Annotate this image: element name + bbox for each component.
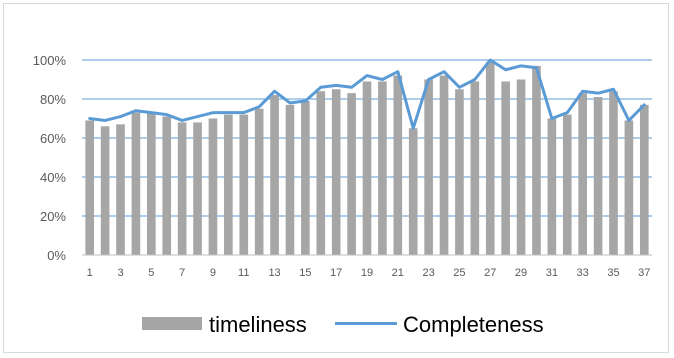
timeliness-bar <box>224 114 233 255</box>
timeliness-bar <box>301 100 310 255</box>
x-tick-label: 23 <box>422 267 434 279</box>
timeliness-bar <box>532 65 541 255</box>
x-tick-label: 13 <box>268 267 280 279</box>
x-tick-label: 29 <box>515 267 527 279</box>
legend-label-completeness: Completeness <box>403 312 544 337</box>
timeliness-bar <box>270 95 279 255</box>
timeliness-bar <box>147 112 156 256</box>
y-tick-label: 80% <box>40 92 66 107</box>
timeliness-bar <box>501 81 510 255</box>
timeliness-bar <box>85 120 95 255</box>
timeliness-bar <box>470 81 480 255</box>
timeliness-bar <box>131 112 141 256</box>
timeliness-bar <box>162 116 172 255</box>
x-tick-label: 1 <box>87 267 93 279</box>
x-tick-label: 19 <box>361 267 373 279</box>
timeliness-bar <box>285 104 295 255</box>
timeliness-bar <box>254 108 264 255</box>
timeliness-bar <box>516 79 526 255</box>
x-tick-label: 9 <box>210 267 216 279</box>
timeliness-bars <box>85 61 649 256</box>
timeliness-bar <box>485 61 495 256</box>
timeliness-bar <box>239 114 249 255</box>
completeness-series-line <box>88 58 646 130</box>
timeliness-bar <box>193 122 202 256</box>
legend-swatch-timeliness <box>142 317 202 330</box>
timeliness-bar <box>378 81 387 255</box>
legend: timeliness Completeness <box>142 312 544 337</box>
x-tick-label: 37 <box>638 267 650 279</box>
x-tick-label: 17 <box>330 267 342 279</box>
x-tick-label: 35 <box>607 267 619 279</box>
y-tick-label: 40% <box>40 170 66 185</box>
x-tick-label: 33 <box>577 267 589 279</box>
x-tick-label: 3 <box>117 267 123 279</box>
timeliness-bar <box>208 118 218 255</box>
y-tick-label: 0% <box>47 248 66 263</box>
timeliness-bar <box>424 79 433 255</box>
timeliness-bar <box>393 75 403 255</box>
x-tick-label: 11 <box>238 267 249 279</box>
x-tick-label: 7 <box>179 267 185 279</box>
timeliness-bar <box>562 114 572 255</box>
timeliness-bar <box>177 122 187 256</box>
y-axis-labels: 0% 20% 40% 60% 80% 100% <box>33 53 67 263</box>
timeliness-bar <box>455 89 464 255</box>
y-tick-label: 100% <box>33 53 67 68</box>
y-tick-label: 20% <box>40 209 66 224</box>
completeness-line <box>88 58 646 130</box>
x-tick-label: 21 <box>392 267 404 279</box>
timeliness-bar <box>547 118 557 255</box>
legend-label-timeliness: timeliness <box>209 312 307 337</box>
x-tick-label: 15 <box>299 267 311 279</box>
x-tick-label: 25 <box>453 267 465 279</box>
timeliness-bar <box>609 91 618 255</box>
timeliness-bar <box>362 81 372 255</box>
timeliness-bar <box>116 124 125 255</box>
timeliness-bar <box>624 120 634 255</box>
timeliness-bar <box>639 104 649 255</box>
timeliness-bar <box>100 126 110 255</box>
x-tick-label: 27 <box>484 267 496 279</box>
timeliness-bar <box>578 93 587 256</box>
timeliness-bar <box>331 89 341 255</box>
x-tick-label: 31 <box>546 267 558 279</box>
timeliness-bar <box>316 91 326 255</box>
timeliness-bar <box>593 97 603 255</box>
timeliness-bar <box>439 75 449 255</box>
y-tick-label: 60% <box>40 131 66 146</box>
timeliness-bar <box>408 128 418 255</box>
timeliness-bar <box>347 93 356 256</box>
x-tick-label: 5 <box>148 267 154 279</box>
x-axis-labels: 1 3 5 7 9 11 13 15 17 19 21 23 25 27 29 31 33 35 37 <box>87 267 651 279</box>
